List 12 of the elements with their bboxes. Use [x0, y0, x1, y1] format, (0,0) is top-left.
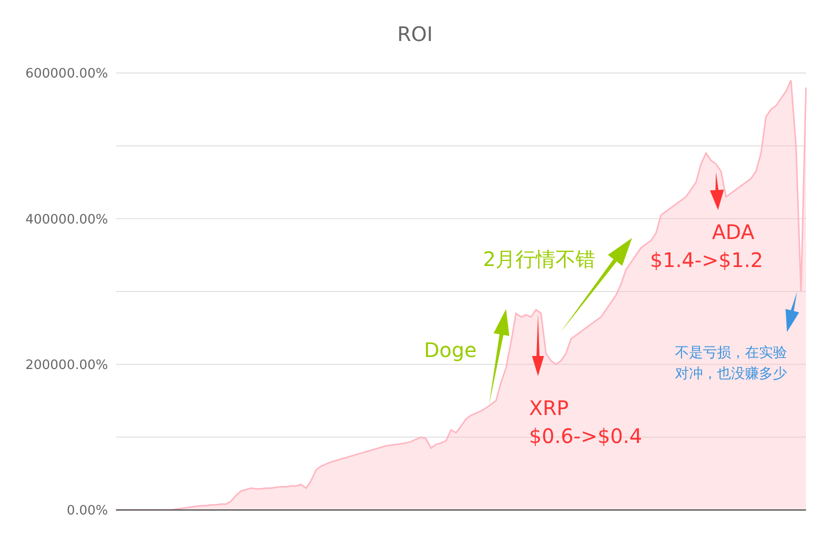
y-tick-label: 400000.00% [25, 212, 108, 228]
annotation: Doge [424, 338, 477, 362]
annotation: $1.4->$1.2 [650, 248, 764, 272]
chart-title: ROI [396, 22, 434, 46]
annotation: $0.6->$0.4 [529, 424, 642, 448]
annotation: XRP [529, 396, 569, 420]
y-tick-label: 200000.00% [25, 358, 108, 373]
annotation: 不是亏损，在实验对冲，也没赚多少 [675, 344, 788, 384]
annotation: 2月行情不错 [483, 246, 596, 273]
y-tick-label: 600000.00% [25, 66, 108, 82]
annotation: ADA [712, 220, 754, 244]
y-tick-label: 0.00% [66, 504, 108, 519]
